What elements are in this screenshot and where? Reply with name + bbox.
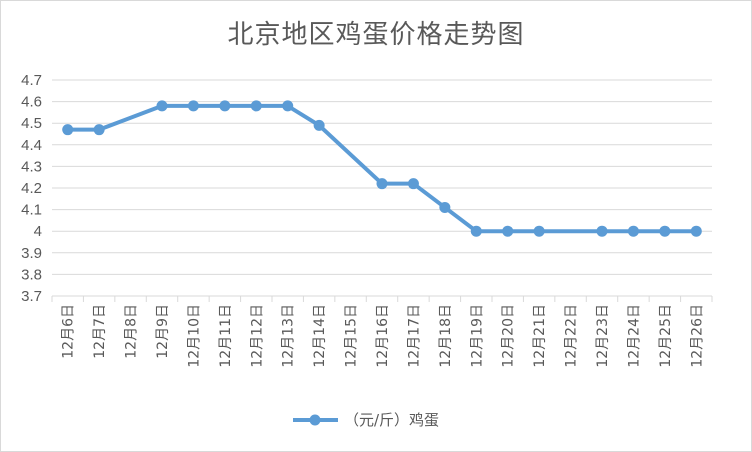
series-layer bbox=[62, 100, 702, 237]
data-point bbox=[93, 124, 105, 136]
data-point bbox=[187, 100, 199, 112]
y-axis-ticks: 3.7 3.8 3.9 4 4.1 4.2 4.3 4.4 4.5 4.6 4.7 bbox=[21, 72, 42, 305]
y-tick-label: 4.1 bbox=[21, 202, 42, 219]
y-tick-label: 3.8 bbox=[21, 266, 42, 283]
x-tick-label: 12月17日 bbox=[406, 304, 422, 368]
data-point bbox=[219, 100, 231, 112]
x-tick-label: 12月20日 bbox=[501, 304, 517, 368]
x-tick-label: 12月23日 bbox=[595, 304, 611, 368]
chart-title: 北京地区鸡蛋价格走势图 bbox=[227, 20, 525, 50]
y-tick-label: 3.9 bbox=[21, 245, 42, 262]
x-tick-label: 12月16日 bbox=[375, 304, 391, 368]
y-tick-label: 4.2 bbox=[21, 180, 42, 197]
y-tick-label: 4.4 bbox=[21, 137, 42, 154]
x-tick-label: 12月6日 bbox=[61, 304, 77, 359]
data-point bbox=[659, 225, 671, 237]
data-point bbox=[407, 178, 419, 190]
x-tick-label: 12月8日 bbox=[124, 304, 140, 359]
x-axis: 12月6日 12月7日 12月8日 12月9日 12月10日 12月11日 12月12日 12… bbox=[51, 296, 713, 368]
data-point bbox=[282, 100, 294, 112]
y-tick-label: 3.7 bbox=[21, 288, 42, 305]
data-point bbox=[62, 124, 74, 136]
data-point bbox=[156, 100, 168, 112]
x-tick-label: 12月19日 bbox=[469, 304, 485, 368]
data-point bbox=[690, 225, 702, 237]
data-point bbox=[596, 225, 608, 237]
x-tick-label: 12月18日 bbox=[438, 304, 454, 368]
legend: （元/斤）鸡蛋 bbox=[293, 411, 439, 429]
data-point bbox=[533, 225, 545, 237]
x-tick-label: 12月21日 bbox=[532, 304, 548, 368]
x-tick-label: 12月26日 bbox=[689, 304, 705, 368]
x-tick-label: 12月25日 bbox=[658, 304, 674, 368]
x-tick-label: 12月13日 bbox=[281, 304, 297, 368]
legend-label: （元/斤）鸡蛋 bbox=[344, 411, 439, 429]
y-tick-label: 4.5 bbox=[21, 115, 42, 132]
y-tick-label: 4.6 bbox=[21, 94, 42, 111]
x-tick-label: 12月10日 bbox=[186, 304, 202, 368]
x-tick-label: 12月9日 bbox=[155, 304, 171, 359]
data-point bbox=[313, 119, 325, 131]
data-point bbox=[376, 178, 388, 190]
data-point bbox=[439, 201, 451, 213]
x-tick-label: 12月24日 bbox=[626, 304, 642, 368]
data-point bbox=[627, 225, 639, 237]
y-tick-label: 4.3 bbox=[21, 158, 42, 175]
y-tick-label: 4 bbox=[34, 223, 42, 240]
x-tick-label: 12月12日 bbox=[249, 304, 265, 368]
x-tick-label: 12月22日 bbox=[564, 304, 580, 368]
x-tick-label: 12月15日 bbox=[344, 304, 360, 368]
series-line bbox=[67, 103, 697, 234]
x-tick-label: 12月11日 bbox=[218, 304, 234, 368]
data-point bbox=[250, 100, 262, 112]
data-point bbox=[502, 225, 514, 237]
x-tick-label: 12月7日 bbox=[92, 304, 108, 359]
data-point bbox=[470, 225, 482, 237]
legend-marker bbox=[309, 414, 321, 426]
x-tick-label: 12月14日 bbox=[312, 304, 328, 368]
y-tick-label: 4.7 bbox=[21, 72, 42, 89]
